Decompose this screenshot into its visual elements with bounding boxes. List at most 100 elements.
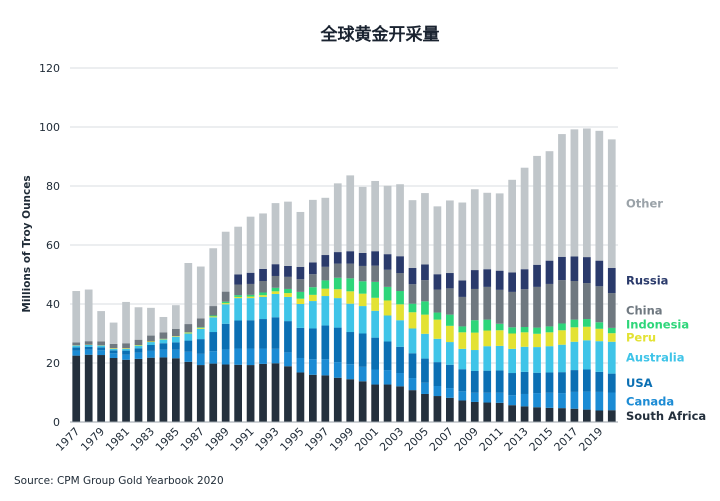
y-tick-label: 0: [53, 416, 60, 429]
bar-usa-1988: [209, 332, 218, 352]
bar-usa-1979: [97, 347, 105, 351]
bar-peru-1988: [209, 316, 218, 318]
bar-indonesia-2016: [558, 323, 566, 331]
bar-peru-2012: [508, 333, 516, 349]
bar-other-2012: [508, 179, 516, 273]
bar-peru-2000: [358, 293, 367, 307]
bar-south-africa-2016: [558, 408, 566, 422]
bar-china-1989: [221, 291, 230, 302]
x-tick-label: 2017: [552, 425, 581, 454]
bar-indonesia-2003: [396, 291, 404, 305]
bar-canada-1982: [134, 352, 143, 359]
bar-south-africa-2004: [408, 390, 417, 422]
bar-indonesia-2015: [545, 326, 554, 333]
bar-usa-2000: [358, 333, 367, 367]
bar-china-1994: [284, 276, 292, 289]
bar-south-africa-1993: [271, 363, 280, 422]
bar-china-2007: [446, 288, 454, 315]
bar-russia-1999: [346, 251, 355, 264]
bar-peru-2004: [408, 312, 417, 329]
bar-australia-1981: [122, 348, 130, 351]
bar-usa-2018: [583, 369, 591, 392]
bar-usa-2007: [446, 364, 454, 389]
bar-canada-2004: [408, 378, 417, 391]
bar-australia-1997: [321, 296, 330, 326]
bar-china-1993: [271, 275, 280, 288]
bar-other-1984: [159, 316, 168, 333]
bar-peru-1981: [122, 348, 130, 349]
bar-china-2017: [570, 280, 579, 320]
bar-south-africa-2008: [458, 400, 467, 422]
bar-peru-2006: [433, 319, 442, 339]
bar-russia-2010: [483, 269, 492, 287]
bar-usa-2017: [570, 370, 579, 392]
bar-stacks: [70, 128, 618, 423]
bar-peru-1995: [296, 298, 305, 304]
bar-south-africa-1999: [346, 379, 355, 422]
bar-other-2018: [583, 128, 591, 258]
bar-canada-1993: [271, 348, 280, 364]
bar-australia-1984: [159, 339, 168, 344]
bar-canada-2015: [545, 392, 554, 408]
bar-china-1997: [321, 266, 330, 281]
bar-china-2011: [495, 289, 504, 324]
bar-australia-2010: [483, 346, 492, 371]
bar-south-africa-1986: [184, 361, 193, 422]
bar-indonesia-2006: [433, 312, 442, 320]
bar-other-1985: [172, 305, 180, 329]
bar-usa-1983: [147, 345, 155, 351]
bar-china-2019: [595, 286, 604, 323]
bar-china-2014: [533, 286, 541, 328]
bar-australia-1991: [246, 298, 255, 321]
bar-other-1981: [122, 301, 130, 344]
bar-peru-2009: [470, 332, 479, 351]
bar-canada-1985: [172, 349, 180, 359]
bar-usa-2003: [396, 346, 404, 374]
bar-other-2006: [433, 206, 442, 275]
bar-australia-1982: [134, 345, 143, 349]
x-tick-label: 1999: [327, 425, 356, 454]
bar-china-1979: [97, 341, 105, 346]
bar-china-2016: [558, 280, 566, 324]
bar-usa-1987: [196, 339, 205, 354]
bar-other-1987: [196, 266, 205, 319]
bar-other-1992: [259, 213, 267, 269]
legend-china: China: [626, 303, 663, 317]
bar-australia-2009: [470, 350, 479, 371]
bar-australia-2008: [458, 348, 467, 370]
bar-australia-1993: [271, 293, 280, 318]
bar-usa-2011: [495, 370, 504, 393]
bar-usa-1984: [159, 343, 168, 350]
bar-other-2009: [470, 189, 479, 271]
x-tick-label: 1977: [53, 425, 82, 454]
bar-canada-2014: [533, 393, 541, 408]
bar-usa-1989: [221, 323, 230, 350]
x-tick-label: 1987: [178, 425, 207, 454]
bar-canada-1986: [184, 351, 193, 362]
bar-peru-2003: [396, 304, 404, 321]
bar-canada-1996: [309, 359, 317, 375]
bar-china-1990: [234, 284, 242, 296]
bar-australia-1977: [72, 345, 81, 348]
bar-china-1987: [196, 318, 205, 328]
bar-china-2010: [483, 286, 492, 320]
legend-australia: Australia: [626, 351, 685, 365]
bar-canada-2005: [421, 382, 429, 394]
bar-indonesia-1993: [271, 287, 280, 292]
bar-china-2005: [421, 280, 429, 302]
bar-china-1980: [109, 343, 118, 349]
bar-south-africa-2015: [545, 407, 554, 422]
bar-other-1995: [296, 211, 305, 267]
bar-canada-1989: [221, 349, 230, 365]
bar-china-2004: [408, 284, 417, 304]
bar-usa-1997: [321, 325, 330, 360]
bar-other-1989: [221, 231, 230, 292]
x-tick-label: 1991: [228, 425, 257, 454]
bar-indonesia-2018: [583, 319, 591, 327]
bar-indonesia-2002: [383, 286, 392, 301]
bar-russia-1996: [309, 262, 317, 275]
x-tick-label: 1995: [278, 425, 307, 454]
x-axis-ticks: 1977197919811983198519871989199119931995…: [53, 425, 605, 454]
bar-south-africa-1998: [333, 377, 342, 422]
bar-indonesia-2004: [408, 303, 417, 313]
